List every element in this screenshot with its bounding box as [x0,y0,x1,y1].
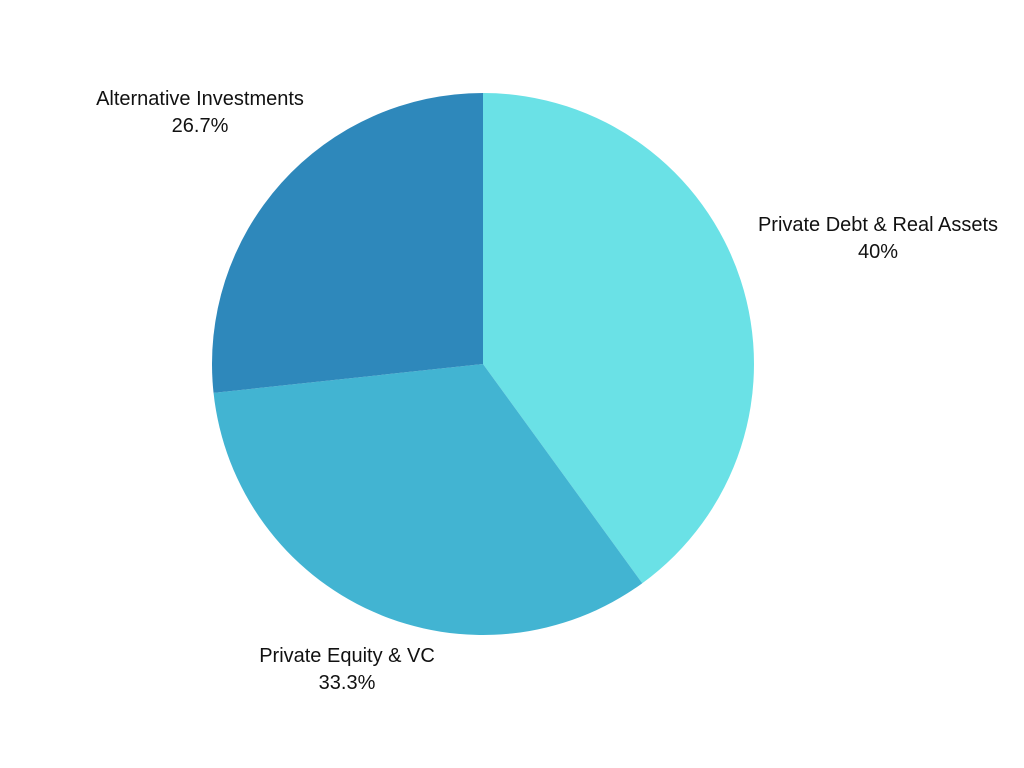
slice-value-label: 40% [858,241,898,263]
slice-value-label: 26.7% [172,115,229,137]
pie-slice-1 [213,364,643,635]
slice-labels: Private Debt & Real Assets 40% Private Equ… [96,88,998,694]
slice-name-label: Private Debt & Real Assets [758,214,998,236]
slice-name-label: Alternative Investments [96,88,304,110]
slice-value-label: 33.3% [319,672,376,694]
pie-slice-0 [483,93,754,584]
pie-slices [211,93,754,635]
slice-name-label: Private Equity & VC [259,645,435,667]
pie-slice-2 [211,93,483,393]
